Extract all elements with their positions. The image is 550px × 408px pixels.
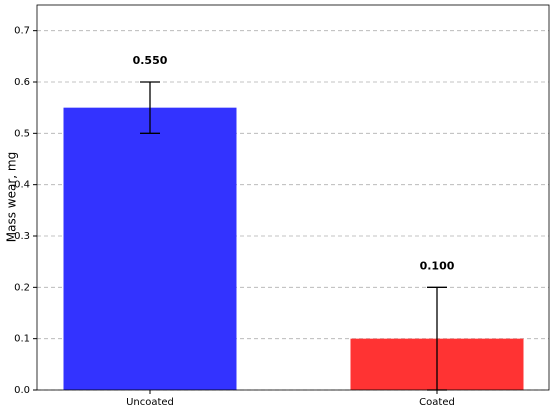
- y-tick-label: 0.7: [14, 26, 30, 37]
- x-tick-label: Coated: [419, 397, 455, 408]
- y-axis-label: Mass wear, mg: [5, 152, 19, 242]
- value-label: 0.550: [133, 54, 168, 67]
- y-tick-label: 0.3: [14, 231, 30, 242]
- y-tick-label: 0.0: [14, 385, 30, 396]
- y-tick-label: 0.1: [14, 334, 30, 345]
- plot-frame: [36, 4, 550, 391]
- x-tick-label: Uncoated: [126, 397, 174, 408]
- y-tick-label: 0.6: [14, 77, 30, 88]
- y-tick-label: 0.5: [14, 128, 30, 139]
- bar: [63, 107, 237, 391]
- y-tick-label: 0.4: [14, 180, 30, 191]
- y-tick-label: 0.2: [14, 282, 30, 293]
- value-label: 0.100: [420, 259, 455, 272]
